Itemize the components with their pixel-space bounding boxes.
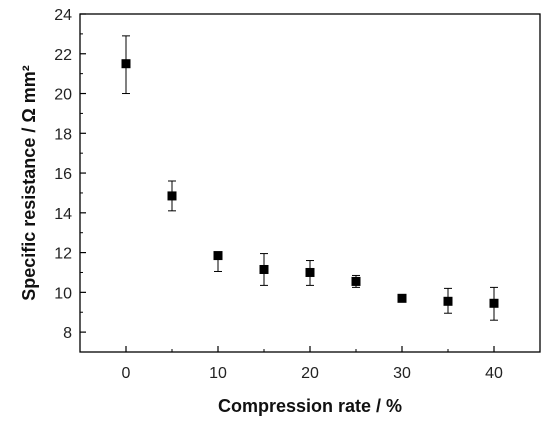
error-bars <box>122 35 498 321</box>
x-axis-title: Compression rate / % <box>218 396 402 416</box>
x-tick-label: 20 <box>301 365 319 382</box>
data-point <box>259 264 269 274</box>
y-axis-title: Specific resistance / Ω mm² <box>19 65 39 301</box>
data-point <box>121 59 131 69</box>
x-tick-label: 10 <box>209 365 227 382</box>
y-axis-ticks: 8 10 12 14 16 18 20 22 24 <box>54 7 86 342</box>
data-point <box>397 293 407 303</box>
x-tick-label: 0 <box>122 365 131 382</box>
plot-frame <box>79 13 541 353</box>
y-tick-label: 10 <box>54 285 72 302</box>
x-axis-ticks: 0 10 20 30 40 <box>79 346 541 382</box>
y-tick-label: 14 <box>54 206 72 223</box>
y-tick-label: 20 <box>54 87 72 104</box>
data-point <box>489 298 499 308</box>
y-tick-label: 18 <box>54 126 72 143</box>
data-point <box>351 276 361 286</box>
y-tick-label: 8 <box>63 325 72 342</box>
data-point <box>305 267 315 277</box>
x-tick-label: 40 <box>485 365 503 382</box>
y-tick-label: 12 <box>54 246 72 263</box>
x-tick-label: 30 <box>393 365 411 382</box>
y-tick-label: 22 <box>54 47 72 64</box>
data-point <box>167 191 177 201</box>
data-point <box>443 296 453 306</box>
data-points <box>121 59 499 308</box>
y-tick-label: 24 <box>54 7 72 24</box>
y-tick-label: 16 <box>54 166 72 183</box>
data-point <box>213 251 223 261</box>
